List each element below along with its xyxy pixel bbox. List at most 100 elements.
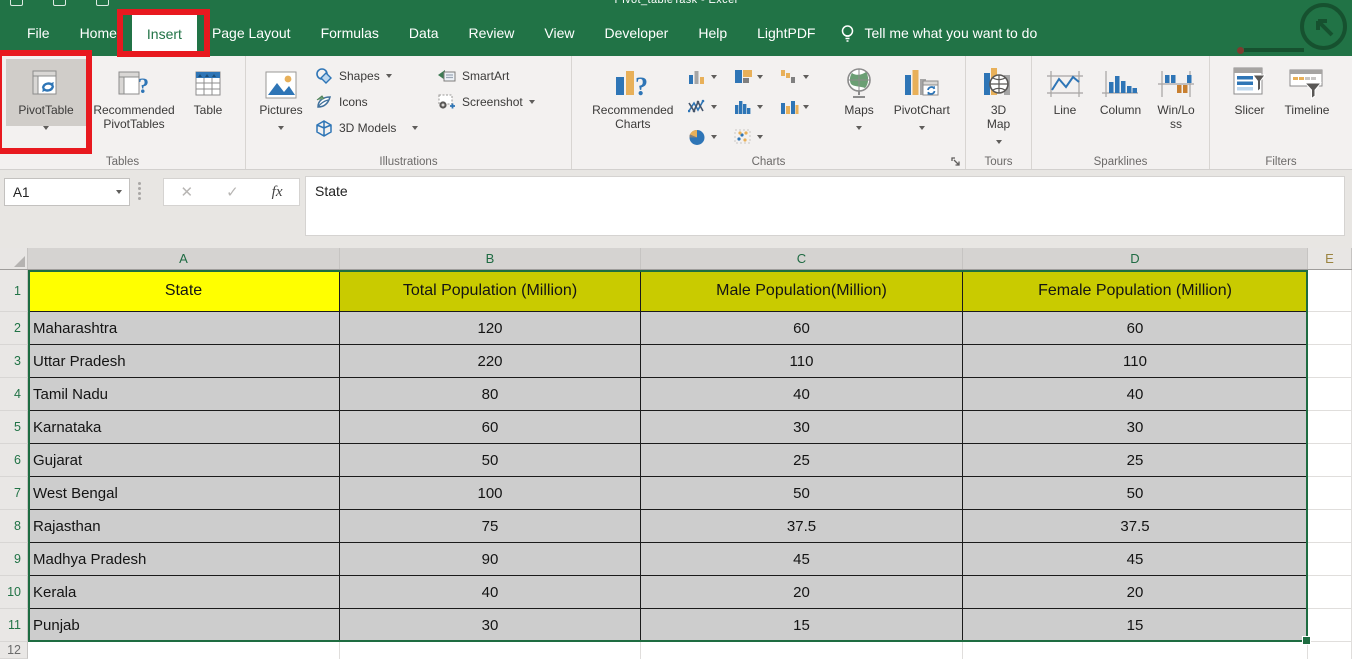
cell-B12[interactable] <box>340 642 641 659</box>
icons-button[interactable]: Icons <box>310 89 432 115</box>
sparkline-line-button[interactable]: Line <box>1042 59 1088 117</box>
cell-A8[interactable]: Rajasthan <box>28 510 340 543</box>
screenshot-button[interactable]: Screenshot <box>432 89 560 115</box>
cell-B10[interactable]: 40 <box>340 576 641 609</box>
row-header-8[interactable]: 8 <box>0 510 28 543</box>
cell-B4[interactable]: 80 <box>340 378 641 411</box>
enter-icon[interactable]: ✓ <box>226 184 239 201</box>
3d-models-button[interactable]: 3D Models <box>310 115 432 141</box>
row-header-2[interactable]: 2 <box>0 312 28 345</box>
cell-E12[interactable] <box>1308 642 1352 659</box>
dialog-launcher-icon[interactable] <box>951 155 962 166</box>
cell-A12[interactable] <box>28 642 340 659</box>
cell-D4[interactable]: 40 <box>963 378 1308 411</box>
cell-B1[interactable]: Total Population (Million) <box>340 270 641 312</box>
row-header-5[interactable]: 5 <box>0 411 28 444</box>
cell-B6[interactable]: 50 <box>340 444 641 477</box>
cell-E1[interactable] <box>1308 270 1352 312</box>
recommended-pivottables-button[interactable]: ? Recommended PivotTables <box>86 59 182 131</box>
cell-C3[interactable]: 110 <box>641 345 963 378</box>
cell-B9[interactable]: 90 <box>340 543 641 576</box>
cell-C5[interactable]: 30 <box>641 411 963 444</box>
cell-C12[interactable] <box>641 642 963 659</box>
table-button[interactable]: Table <box>182 59 234 117</box>
cancel-icon[interactable]: ✕ <box>180 184 194 201</box>
scatter-chart-button[interactable] <box>734 129 780 145</box>
row-header-11[interactable]: 11 <box>0 609 28 642</box>
cell-C11[interactable]: 15 <box>641 609 963 642</box>
cell-B7[interactable]: 100 <box>340 477 641 510</box>
cell-D7[interactable]: 50 <box>963 477 1308 510</box>
row-header-6[interactable]: 6 <box>0 444 28 477</box>
tab-developer[interactable]: Developer <box>604 25 669 41</box>
winloss-button[interactable]: Win/Loss <box>1153 59 1199 131</box>
row-header-7[interactable]: 7 <box>0 477 28 510</box>
cell-A3[interactable]: Uttar Pradesh <box>28 345 340 378</box>
column-header-D[interactable]: D <box>963 248 1308 269</box>
cell-A11[interactable]: Punjab <box>28 609 340 642</box>
cell-A9[interactable]: Madhya Pradesh <box>28 543 340 576</box>
tab-file[interactable]: File <box>27 25 50 41</box>
cell-B2[interactable]: 120 <box>340 312 641 345</box>
cell-B5[interactable]: 60 <box>340 411 641 444</box>
pie-chart-button[interactable] <box>688 129 734 146</box>
shapes-button[interactable]: Shapes <box>310 63 432 89</box>
tab-help[interactable]: Help <box>698 25 728 41</box>
cell-E11[interactable] <box>1308 609 1352 642</box>
cell-D10[interactable]: 20 <box>963 576 1308 609</box>
cell-E5[interactable] <box>1308 411 1352 444</box>
column-chart-button[interactable] <box>688 69 734 85</box>
cell-D2[interactable]: 60 <box>963 312 1308 345</box>
pivotchart-button[interactable]: PivotChart <box>885 59 959 130</box>
cell-C9[interactable]: 45 <box>641 543 963 576</box>
row-header-9[interactable]: 9 <box>0 543 28 576</box>
name-box-chevron-icon[interactable] <box>116 190 122 194</box>
row-header-3[interactable]: 3 <box>0 345 28 378</box>
cell-C8[interactable]: 37.5 <box>641 510 963 543</box>
cell-D5[interactable]: 30 <box>963 411 1308 444</box>
cell-E4[interactable] <box>1308 378 1352 411</box>
row-header-4[interactable]: 4 <box>0 378 28 411</box>
cell-A4[interactable]: Tamil Nadu <box>28 378 340 411</box>
cell-C1[interactable]: Male Population(Million) <box>641 270 963 312</box>
timeline-button[interactable]: Timeline <box>1281 59 1334 117</box>
cell-D1[interactable]: Female Population (Million) <box>963 270 1308 312</box>
histogram-chart-button[interactable] <box>734 99 780 115</box>
select-all-icon[interactable] <box>0 248 28 269</box>
undo-icon[interactable] <box>53 0 66 6</box>
cell-E10[interactable] <box>1308 576 1352 609</box>
tell-me-box[interactable]: Tell me what you want to do <box>830 10 1047 56</box>
pictures-button[interactable]: Pictures <box>252 59 310 130</box>
formula-bar-handle[interactable] <box>138 182 141 200</box>
row-header-12[interactable]: 12 <box>0 642 28 659</box>
formula-input[interactable]: State <box>305 176 1345 236</box>
name-box[interactable]: A1 <box>4 178 130 206</box>
cell-C6[interactable]: 25 <box>641 444 963 477</box>
cell-D12[interactable] <box>963 642 1308 659</box>
row-header-10[interactable]: 10 <box>0 576 28 609</box>
pivottable-button[interactable]: PivotTable <box>6 59 86 130</box>
cell-B3[interactable]: 220 <box>340 345 641 378</box>
cell-A2[interactable]: Maharashtra <box>28 312 340 345</box>
cell-B8[interactable]: 75 <box>340 510 641 543</box>
cell-C4[interactable]: 40 <box>641 378 963 411</box>
cell-E9[interactable] <box>1308 543 1352 576</box>
combo-chart-button[interactable] <box>780 99 826 115</box>
tab-data[interactable]: Data <box>408 25 439 41</box>
save-icon[interactable] <box>10 0 23 6</box>
cell-D8[interactable]: 37.5 <box>963 510 1308 543</box>
cell-C2[interactable]: 60 <box>641 312 963 345</box>
tab-view[interactable]: View <box>544 25 575 41</box>
cell-D6[interactable]: 25 <box>963 444 1308 477</box>
maps-button[interactable]: Maps <box>834 59 885 130</box>
fx-icon[interactable]: fx <box>271 183 283 200</box>
tab-home[interactable]: Home <box>79 25 117 41</box>
column-header-C[interactable]: C <box>641 248 963 269</box>
recommended-charts-button[interactable]: ? Recommended Charts <box>578 59 688 131</box>
stock-chart-button[interactable] <box>687 99 734 115</box>
bar-chart-button[interactable] <box>734 69 780 85</box>
cell-D11[interactable]: 15 <box>963 609 1308 642</box>
cell-E2[interactable] <box>1308 312 1352 345</box>
redo-icon[interactable] <box>96 0 109 6</box>
cell-A1[interactable]: State <box>28 270 340 312</box>
